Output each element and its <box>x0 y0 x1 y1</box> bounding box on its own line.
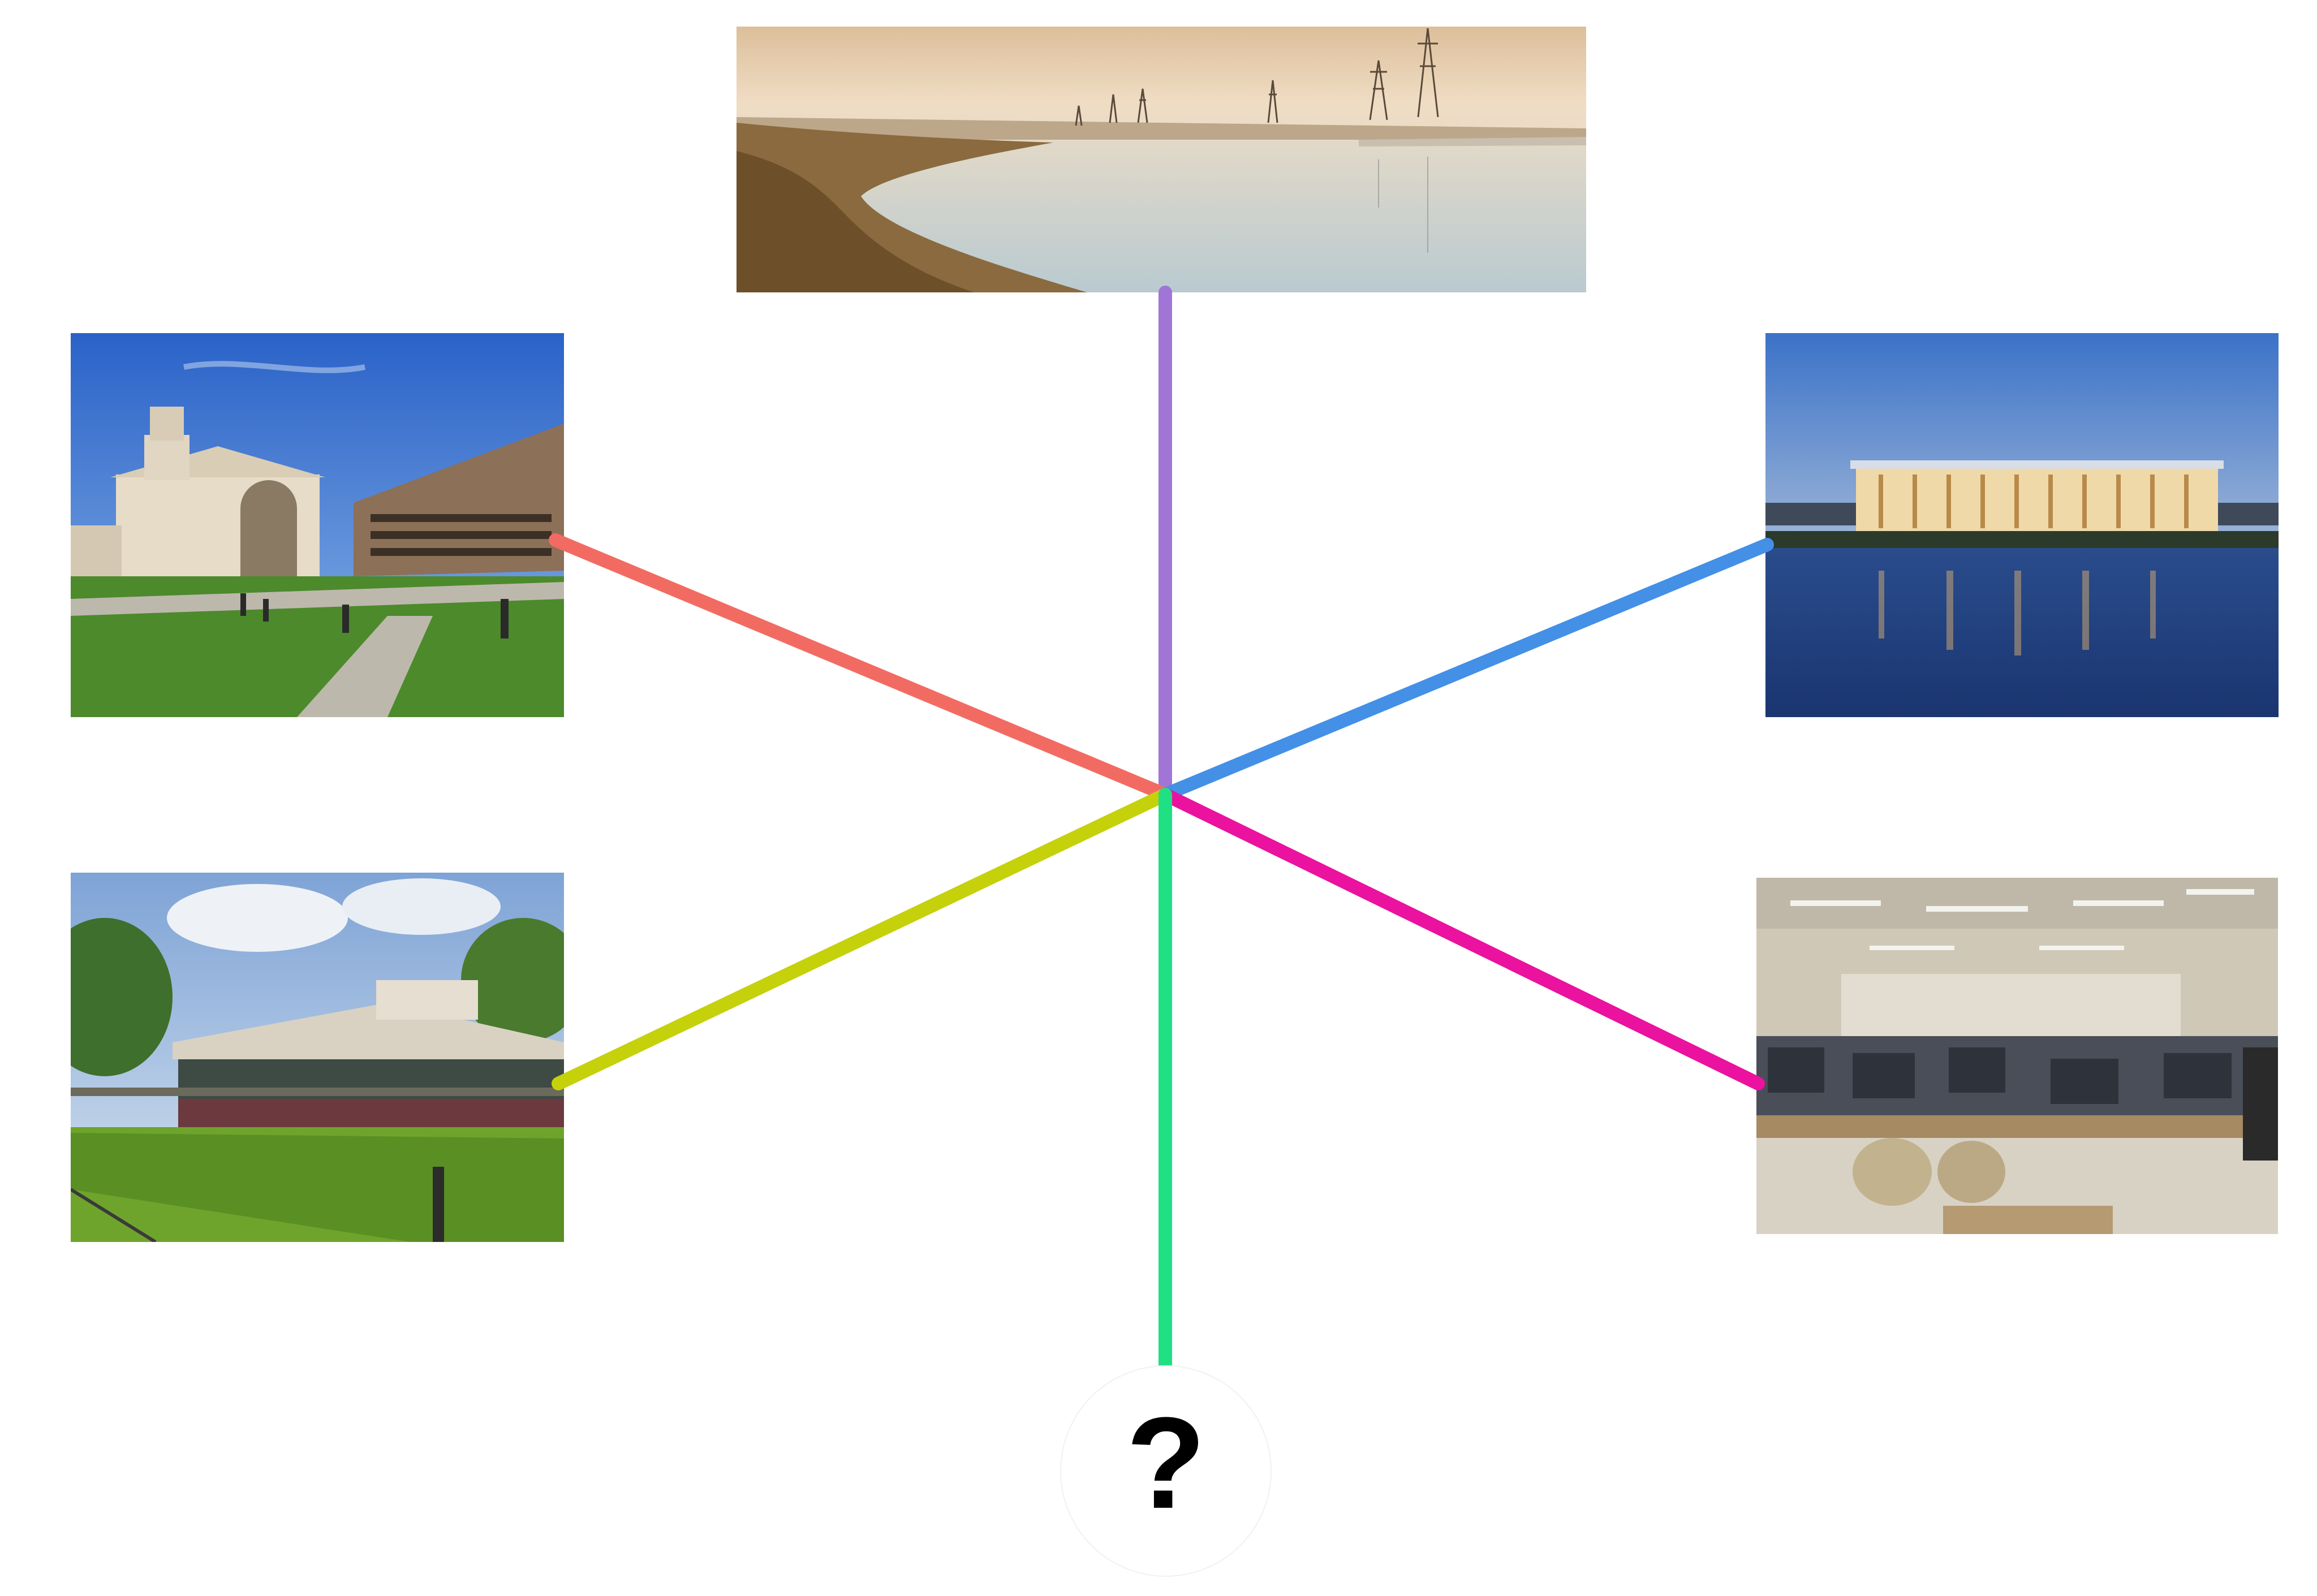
unknown-node: ? <box>1060 1365 1272 1577</box>
connector-upper-left <box>549 533 1172 801</box>
garden-pavilion-lawn-photo <box>71 873 564 1242</box>
connector-upper-right <box>1158 538 1774 801</box>
connector-lower-right <box>1158 788 1765 1090</box>
salt-marsh-power-lines-photo <box>737 27 1586 292</box>
campus-library-quad-photo <box>71 333 564 717</box>
riverside-building-dusk-photo <box>1765 333 2279 717</box>
connector-lower-left <box>552 788 1172 1090</box>
question-mark-label: ? <box>1126 1390 1206 1535</box>
computer-lab-interior-photo <box>1756 878 2278 1234</box>
